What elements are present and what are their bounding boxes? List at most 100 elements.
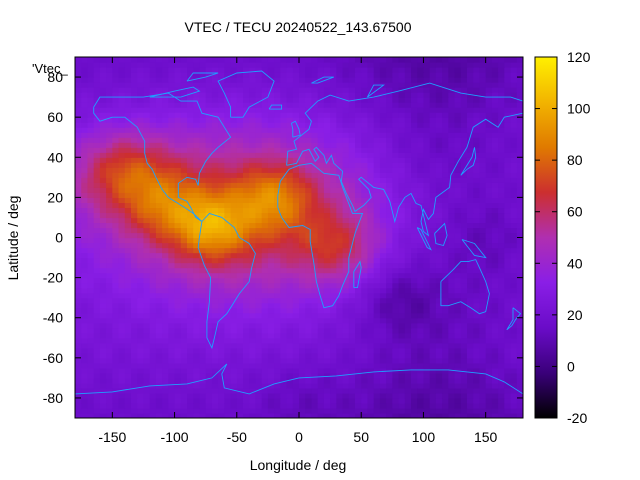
heat-cell bbox=[112, 407, 120, 414]
heat-cell bbox=[187, 307, 194, 314]
heat-cell bbox=[81, 352, 89, 359]
heat-cell bbox=[255, 392, 263, 399]
heat-cell bbox=[149, 372, 157, 379]
heat-cell bbox=[311, 387, 319, 394]
heat-cell bbox=[423, 72, 431, 78]
heat-cell bbox=[249, 187, 257, 193]
heat-cell bbox=[485, 202, 493, 209]
heat-cell bbox=[193, 172, 201, 178]
heat-cell bbox=[460, 317, 468, 324]
heat-cell bbox=[230, 402, 238, 409]
heat-cell bbox=[199, 192, 207, 198]
heat-cell bbox=[317, 262, 325, 269]
heat-cell bbox=[193, 247, 201, 254]
heat-cell bbox=[81, 267, 89, 274]
heat-cell bbox=[118, 217, 126, 224]
heat-cell bbox=[504, 82, 512, 88]
heat-cell bbox=[435, 227, 443, 234]
heat-cell bbox=[504, 162, 512, 168]
heat-cell bbox=[255, 287, 263, 294]
heat-cell bbox=[398, 317, 406, 324]
heat-cell bbox=[187, 202, 194, 209]
heat-cell bbox=[498, 127, 505, 133]
heat-cell bbox=[162, 272, 169, 279]
heat-cell bbox=[404, 247, 412, 254]
heat-cell bbox=[411, 327, 418, 334]
heat-cell bbox=[454, 182, 462, 188]
heat-cell bbox=[429, 152, 437, 158]
heat-cell bbox=[118, 277, 126, 284]
heat-cell bbox=[460, 352, 468, 359]
heat-cell bbox=[386, 157, 393, 163]
heat-cell bbox=[143, 237, 151, 244]
heat-cell bbox=[87, 207, 95, 214]
heat-cell bbox=[255, 362, 263, 369]
heat-cell bbox=[205, 222, 213, 229]
heat-cell bbox=[87, 317, 95, 324]
heat-cell bbox=[199, 297, 207, 304]
heat-cell bbox=[280, 162, 288, 168]
heat-cell bbox=[155, 252, 163, 259]
heat-cell bbox=[261, 157, 269, 163]
heat-cell bbox=[87, 377, 95, 384]
heat-cell bbox=[336, 277, 344, 284]
heat-cell bbox=[180, 247, 188, 254]
heat-cell bbox=[106, 287, 113, 294]
heat-cell bbox=[417, 117, 425, 123]
heat-cell bbox=[243, 312, 250, 319]
heat-cell bbox=[348, 102, 356, 108]
heat-cell bbox=[417, 257, 425, 264]
heat-cell bbox=[355, 322, 362, 329]
heat-cell bbox=[442, 377, 449, 384]
heat-cell bbox=[168, 367, 176, 374]
heat-cell bbox=[81, 362, 89, 369]
heat-cell bbox=[442, 97, 449, 103]
heat-cell bbox=[373, 217, 381, 224]
heat-cell bbox=[280, 302, 288, 309]
heat-cell bbox=[168, 317, 176, 324]
heat-cell bbox=[398, 127, 406, 133]
heat-cell bbox=[423, 197, 431, 203]
heat-cell bbox=[485, 92, 493, 98]
heat-cell bbox=[305, 112, 313, 118]
heat-cell bbox=[491, 367, 499, 374]
heat-cell bbox=[224, 82, 232, 88]
heat-cell bbox=[243, 337, 250, 344]
heat-cell bbox=[317, 407, 325, 414]
heat-cell bbox=[467, 277, 474, 284]
heat-cell bbox=[124, 137, 132, 143]
heat-cell bbox=[211, 107, 219, 113]
heat-cell bbox=[398, 97, 406, 103]
heat-cell bbox=[292, 312, 300, 319]
heat-cell bbox=[454, 332, 462, 339]
heat-cell bbox=[236, 212, 244, 219]
heat-cell bbox=[323, 322, 331, 329]
heat-cell bbox=[510, 312, 518, 319]
heat-cell bbox=[230, 302, 238, 309]
heat-cell bbox=[93, 217, 101, 224]
heat-cell bbox=[218, 177, 225, 183]
heat-cell bbox=[292, 287, 300, 294]
heat-cell bbox=[510, 362, 518, 369]
heat-cell bbox=[93, 317, 101, 324]
heat-cell bbox=[155, 77, 163, 83]
heat-cell bbox=[149, 97, 157, 103]
heat-cell bbox=[118, 252, 126, 259]
heat-cell bbox=[336, 217, 344, 224]
heat-cell bbox=[168, 187, 176, 193]
heat-cell bbox=[249, 362, 257, 369]
heat-cell bbox=[81, 377, 89, 384]
heat-cell bbox=[379, 257, 387, 264]
heat-cell bbox=[479, 162, 487, 168]
heat-cell bbox=[99, 97, 107, 103]
heat-cell bbox=[155, 272, 163, 279]
heat-cell bbox=[323, 227, 331, 234]
heat-cell bbox=[323, 292, 331, 299]
heat-cell bbox=[87, 237, 95, 244]
heat-cell bbox=[193, 282, 201, 289]
heat-cell bbox=[162, 237, 169, 244]
heat-cell bbox=[168, 387, 176, 394]
heat-cell bbox=[261, 267, 269, 274]
heat-cell bbox=[473, 107, 481, 113]
heat-cell bbox=[336, 102, 344, 108]
